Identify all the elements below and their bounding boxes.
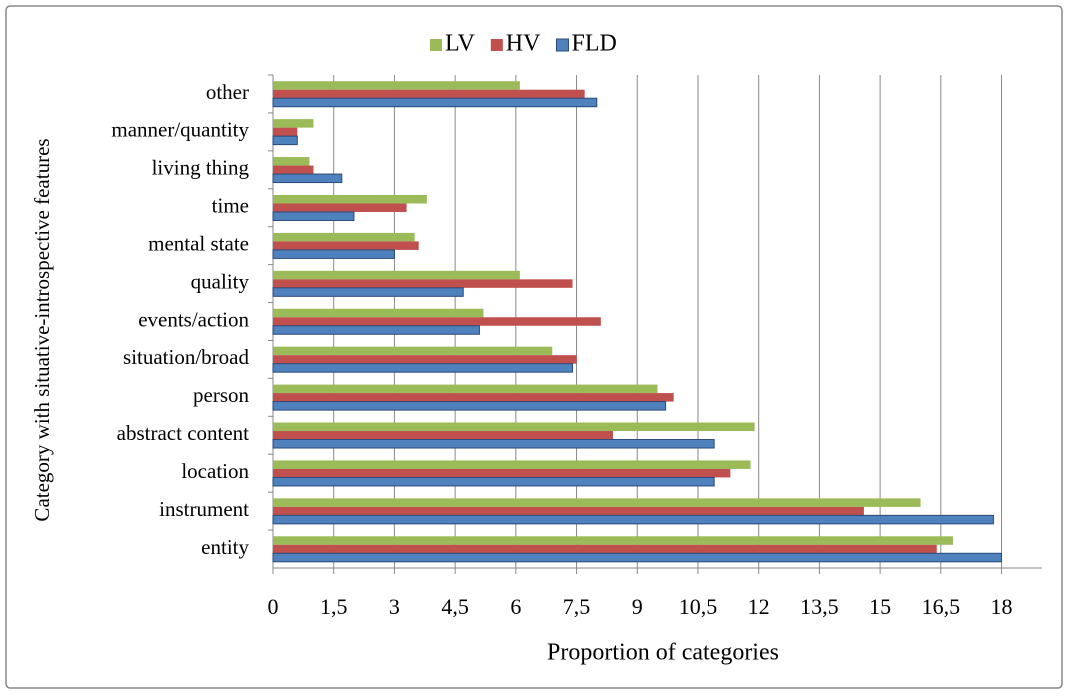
bar — [272, 173, 343, 184]
x-tick-label: 1,5 — [320, 594, 348, 619]
y-tick-label: living thing — [152, 156, 250, 180]
bar — [273, 279, 573, 288]
bar — [273, 506, 864, 516]
legend-swatch — [490, 39, 503, 51]
y-tick-label: time — [212, 194, 249, 218]
bar — [272, 514, 994, 525]
x-axis-label: Proportion of categories — [547, 640, 779, 666]
legend-swatch — [430, 39, 442, 51]
x-tick-label: 7,5 — [563, 594, 591, 619]
bar — [273, 544, 937, 554]
y-tick-label: quality — [191, 269, 250, 293]
bar — [273, 165, 314, 175]
legend-label: FLD — [571, 31, 616, 57]
legend-swatch — [555, 38, 569, 52]
y-tick-label: entity — [201, 535, 249, 559]
bar — [273, 232, 415, 242]
y-tick-label: other — [206, 80, 249, 104]
y-tick-label: manner/quantity — [111, 118, 249, 142]
bar — [272, 287, 464, 297]
bar — [272, 552, 1003, 563]
x-tick-label: 13,5 — [800, 594, 839, 619]
y-axis-label: Category with situative-introspective fe… — [30, 138, 54, 521]
bar — [272, 135, 298, 146]
bar — [273, 468, 731, 478]
y-tick-label: mental state — [148, 231, 249, 255]
x-tick-label: 12 — [748, 594, 770, 619]
y-tick-label: events/action — [138, 307, 249, 331]
bar — [273, 460, 751, 469]
bar — [273, 157, 310, 166]
x-tick-label: 15 — [869, 594, 891, 619]
y-tick-label: abstract content — [117, 421, 250, 445]
bar — [273, 127, 298, 137]
legend-label: HV — [506, 31, 541, 57]
x-tick-label: 3 — [389, 594, 400, 619]
x-tick-label: 0 — [268, 594, 279, 619]
bar — [273, 384, 658, 394]
bar — [272, 325, 480, 335]
bar — [273, 203, 407, 212]
bar — [273, 241, 419, 250]
bar — [273, 355, 577, 364]
legend-label: LV — [445, 31, 475, 57]
bar — [273, 308, 484, 318]
bar — [272, 476, 715, 487]
bar — [272, 363, 574, 373]
bar — [272, 211, 355, 221]
y-tick-label: situation/broad — [123, 345, 249, 369]
y-tick-label: instrument — [159, 497, 249, 521]
x-tick-label: 18 — [991, 594, 1013, 619]
bar — [273, 194, 427, 204]
bar — [272, 401, 667, 411]
bar — [273, 119, 314, 128]
y-tick-label: location — [181, 459, 249, 483]
bar — [272, 249, 395, 259]
x-tick-label: 16,5 — [922, 594, 961, 619]
bar — [273, 393, 674, 402]
bar — [272, 439, 715, 449]
bar — [273, 431, 613, 440]
bar — [273, 89, 585, 99]
y-tick-label: person — [193, 383, 249, 407]
bar — [273, 81, 520, 90]
bar — [273, 270, 520, 280]
x-tick-label: 9 — [632, 594, 643, 619]
x-tick-label: 10,5 — [679, 594, 718, 619]
bar — [273, 346, 553, 356]
bar — [273, 498, 921, 507]
bar — [273, 422, 755, 432]
x-tick-label: 6 — [510, 594, 521, 619]
x-tick-label: 4,5 — [441, 594, 469, 619]
bar — [273, 536, 953, 545]
bar — [273, 317, 601, 326]
bar — [272, 97, 598, 108]
